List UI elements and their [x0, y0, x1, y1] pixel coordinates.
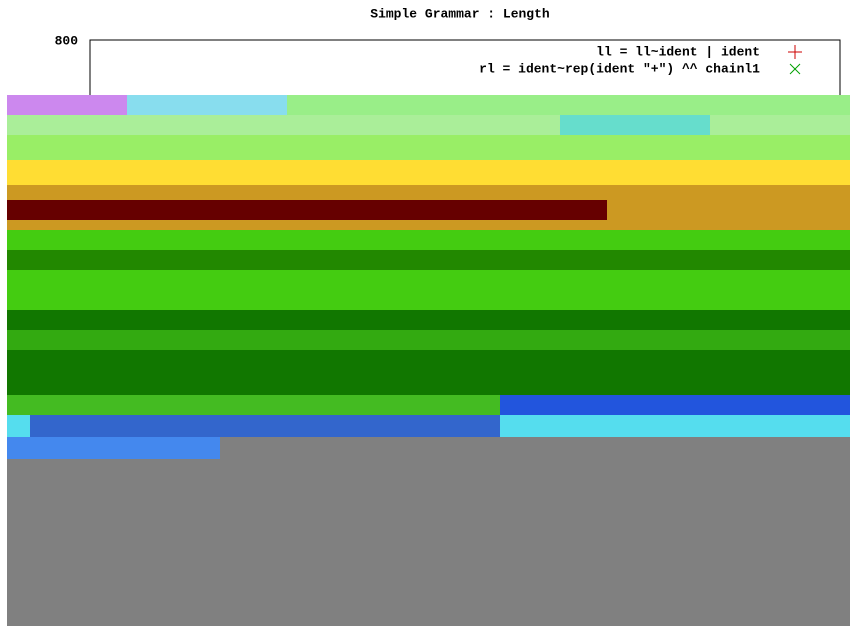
- band: [560, 115, 710, 135]
- screenshot: Simple Grammar : Length 800 ll = ll~ident…: [0, 0, 850, 626]
- band: [30, 415, 500, 437]
- band: [7, 310, 850, 395]
- band: [7, 437, 220, 459]
- y-tick-label: 800: [55, 33, 79, 48]
- chart-title: Simple Grammar : Length: [370, 6, 550, 21]
- band: [7, 459, 220, 626]
- band: [7, 115, 850, 135]
- band: [127, 95, 287, 115]
- legend-label: ll = ll~ident | ident: [596, 44, 760, 59]
- legend-label: rl = ident~rep(ident "+") ^^ chainl1: [479, 61, 760, 76]
- band: [7, 200, 607, 220]
- band: [7, 250, 850, 270]
- band: [7, 135, 850, 160]
- corrupted-area: [7, 95, 850, 626]
- band: [7, 160, 850, 185]
- band: [7, 95, 127, 115]
- band: [7, 330, 850, 350]
- band: [500, 395, 850, 415]
- band: [220, 437, 850, 626]
